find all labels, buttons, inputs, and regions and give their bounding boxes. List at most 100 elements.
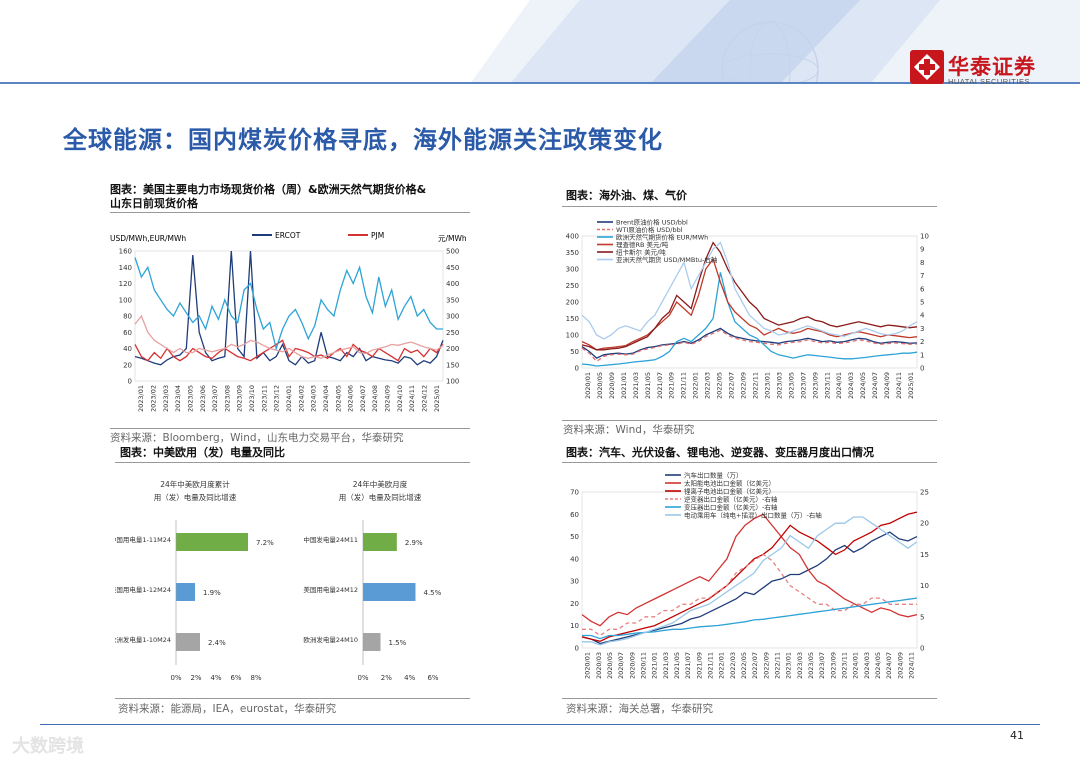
bar-value-label: 1.9% bbox=[203, 589, 221, 597]
x-tick-label: 2023/11 bbox=[260, 385, 268, 412]
x-tick-label: 2023/03 bbox=[162, 385, 170, 412]
panel-br-source: 资料来源：海关总署，华泰研究 bbox=[566, 703, 713, 715]
left-tick-label: 50 bbox=[570, 348, 579, 356]
x-tick-label: 2023/09 bbox=[829, 652, 837, 679]
right-tick-label: 100 bbox=[446, 378, 459, 386]
x-tick-label: 2024/09 bbox=[384, 385, 392, 412]
bar-category-label: 中国发电量24M11 bbox=[303, 535, 358, 544]
panel-tl-title-line1: 图表：美国主要电力市场现货价格（周）&欧洲天然气期货价格& bbox=[110, 183, 427, 196]
x-tick-label: 2022/09 bbox=[740, 372, 748, 399]
x-tick-label: 2024/07 bbox=[885, 652, 893, 679]
huatai-logo-icon bbox=[910, 50, 944, 84]
left-tick-label: 0 bbox=[575, 365, 579, 373]
panel-tr-rule bbox=[562, 206, 937, 207]
x-tick-label: 2023/01 bbox=[137, 385, 145, 412]
x-tick-label: 2025/01 bbox=[907, 372, 915, 399]
series-line-3 bbox=[581, 257, 918, 351]
left-tick-label: 150 bbox=[566, 315, 579, 323]
series-line-0 bbox=[581, 327, 918, 359]
legend-label: Brent原油价格 USD/bbl bbox=[616, 218, 688, 227]
left-tick-label: 350 bbox=[566, 249, 579, 257]
x-tick-label: 6% bbox=[230, 674, 241, 682]
panel-tl-source-rule bbox=[110, 428, 470, 429]
left-tick-label: 50 bbox=[570, 533, 579, 541]
bar-value-label: 2.9% bbox=[405, 539, 423, 547]
x-tick-label: 2020/01 bbox=[584, 372, 592, 399]
x-tick-label: 2023/01 bbox=[763, 372, 771, 399]
x-tick-label: 2024/11 bbox=[907, 652, 915, 679]
legend-label: 逆变器出口金额（亿美元）-右轴 bbox=[684, 495, 778, 504]
right-tick-label: 10 bbox=[920, 582, 929, 590]
x-tick-label: 2024/11 bbox=[408, 385, 416, 412]
legend-label: WTI原油价格 USD/bbl bbox=[616, 225, 683, 234]
x-tick-label: 2021/11 bbox=[680, 372, 688, 399]
legend-label: 锂离子电池出口金额（亿美元） bbox=[684, 487, 775, 496]
left-tick-label: 30 bbox=[570, 578, 579, 586]
right-tick-label: 150 bbox=[446, 361, 459, 369]
x-tick-label: 2020/05 bbox=[606, 652, 614, 679]
plot-area bbox=[134, 250, 444, 382]
logo-subtext: HUATAI SECURITIES bbox=[948, 77, 1030, 86]
x-tick-label: 2022/05 bbox=[716, 372, 724, 399]
x-tick-label: 2024/07 bbox=[871, 372, 879, 399]
series-line-5 bbox=[582, 516, 918, 646]
panel-tl-title: 图表：美国主要电力市场现货价格（周）&欧洲天然气期货价格& 山东日前现货价格 bbox=[110, 183, 490, 211]
x-tick-label: 2022/09 bbox=[762, 652, 770, 679]
bl-left-chart-title-2: 用（发）电量及同比增速 bbox=[154, 492, 237, 502]
left-tick-label: 300 bbox=[566, 266, 579, 274]
x-tick-label: 2024/04 bbox=[322, 385, 330, 412]
x-tick-label: 2021/07 bbox=[656, 372, 664, 399]
x-tick-label: 2024/03 bbox=[847, 372, 855, 399]
x-tick-label: 2023/12 bbox=[273, 385, 281, 412]
x-tick-label: 2023/09 bbox=[811, 372, 819, 399]
x-tick-label: 2020/05 bbox=[596, 372, 604, 399]
left-tick-label: 40 bbox=[123, 345, 132, 353]
plot-area bbox=[581, 491, 918, 649]
right-tick-label: 6 bbox=[920, 285, 925, 293]
bl-left-chart-title-1: 24年中美欧月度累计 bbox=[160, 479, 230, 489]
x-tick-label: 2023/03 bbox=[775, 372, 783, 399]
left-tick-label: 10 bbox=[570, 622, 579, 630]
series-line-2 bbox=[581, 511, 918, 642]
x-tick-label: 2022/11 bbox=[751, 372, 759, 399]
right-tick-label: 200 bbox=[446, 345, 459, 353]
footer-rule bbox=[40, 724, 1040, 725]
series-line-5 bbox=[581, 241, 918, 340]
panel-tl-title-line2: 山东日前现货价格 bbox=[110, 197, 198, 210]
series-line-0 bbox=[134, 250, 444, 366]
right-tick-label: 0 bbox=[920, 645, 924, 653]
legend-label: 纽卡斯尔 美元/吨 bbox=[616, 248, 666, 257]
x-tick-label: 2022/07 bbox=[728, 372, 736, 399]
bar-category-label: 欧洲发电量24M10 bbox=[303, 635, 358, 644]
left-tick-label: 250 bbox=[566, 282, 579, 290]
x-tick-label: 2024/01 bbox=[835, 372, 843, 399]
x-tick-label: 2% bbox=[381, 674, 392, 682]
left-tick-label: 20 bbox=[123, 361, 132, 369]
x-tick-label: 2% bbox=[190, 674, 201, 682]
x-tick-label: 2023/10 bbox=[248, 385, 256, 412]
left-tick-label: 0 bbox=[575, 645, 579, 653]
page-title: 全球能源：国内煤炭价格寻底，海外能源关注政策变化 bbox=[63, 126, 663, 154]
x-tick-label: 2024/07 bbox=[359, 385, 367, 412]
x-tick-label: 2024/10 bbox=[396, 385, 404, 412]
x-tick-label: 2024/02 bbox=[297, 385, 305, 412]
x-tick-label: 2023/11 bbox=[823, 372, 831, 399]
bar-value-label: 2.4% bbox=[208, 639, 226, 647]
series-line-1 bbox=[134, 339, 444, 362]
panel-br-source-rule bbox=[562, 698, 937, 699]
series-line-4 bbox=[582, 597, 918, 640]
x-tick-label: 2021/07 bbox=[684, 652, 692, 679]
right-tick-label: 8 bbox=[920, 259, 924, 267]
left-tick-label: 120 bbox=[119, 280, 132, 288]
x-tick-label: 2024/09 bbox=[883, 372, 891, 399]
header-decoration bbox=[470, 0, 1080, 84]
left-tick-label: 20 bbox=[570, 600, 579, 608]
x-tick-label: 2021/09 bbox=[668, 372, 676, 399]
x-tick-label: 2021/03 bbox=[662, 652, 670, 679]
plot-area bbox=[581, 235, 918, 369]
x-tick-label: 4% bbox=[404, 674, 415, 682]
logo-text: 华泰证券 bbox=[948, 55, 1036, 79]
right-tick-label: 5 bbox=[920, 299, 924, 307]
right-tick-label: 15 bbox=[920, 551, 929, 559]
